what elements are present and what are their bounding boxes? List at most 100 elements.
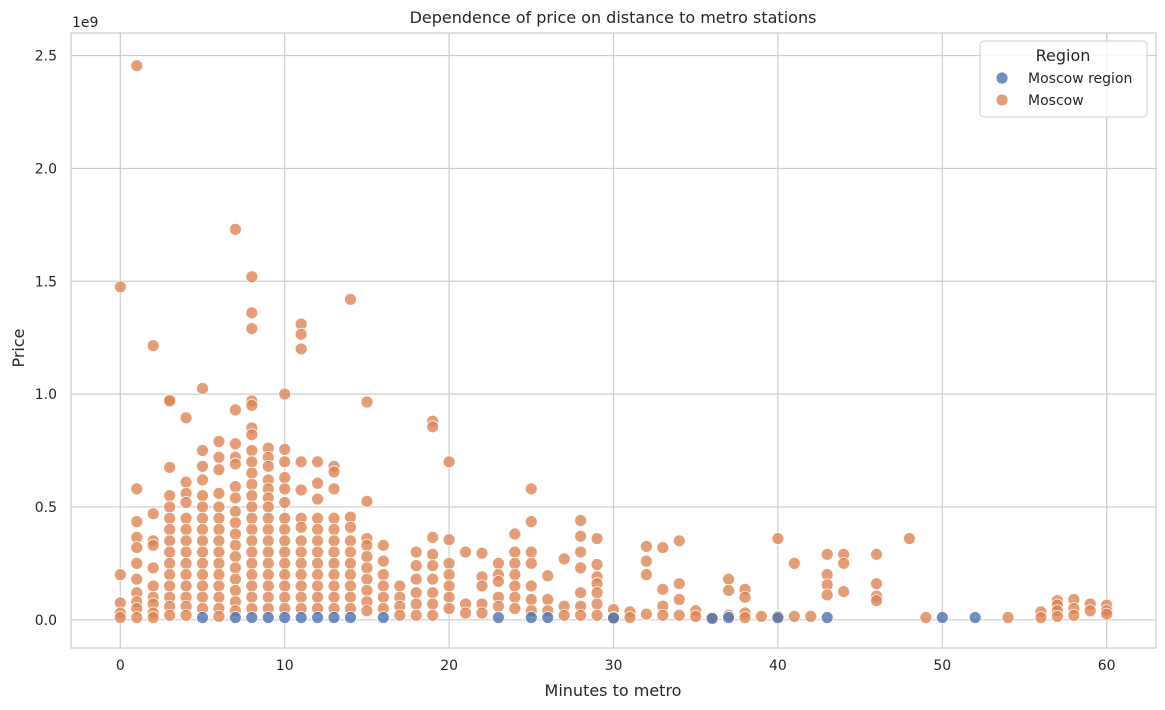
point-moscow — [163, 500, 177, 514]
point-moscow — [163, 461, 177, 474]
point-moscow — [442, 556, 456, 570]
point-moscow — [722, 572, 735, 586]
point-moscow — [672, 608, 686, 622]
point-moscow-region — [968, 611, 982, 624]
point-moscow — [327, 568, 341, 582]
point-moscow — [870, 547, 883, 561]
point-moscow — [196, 500, 209, 514]
point-moscow — [409, 545, 423, 559]
point-moscow — [130, 59, 144, 73]
point-moscow — [426, 586, 440, 600]
point-moscow — [820, 588, 834, 602]
point-moscow — [508, 556, 522, 570]
point-moscow — [245, 500, 259, 514]
point-moscow — [327, 523, 341, 536]
point-moscow — [278, 534, 292, 548]
x-tick-label: 60 — [1098, 658, 1116, 674]
point-moscow — [787, 556, 801, 570]
point-moscow — [228, 491, 242, 505]
point-moscow — [212, 610, 226, 623]
point-moscow — [146, 561, 160, 575]
point-moscow — [228, 550, 242, 563]
point-moscow — [278, 482, 292, 496]
point-moscow — [311, 511, 324, 525]
point-moscow — [639, 607, 653, 621]
point-moscow — [245, 398, 259, 412]
point-moscow — [163, 511, 177, 525]
point-moscow — [245, 545, 259, 559]
point-moscow — [475, 606, 489, 620]
point-moscow — [311, 455, 324, 469]
point-moscow-region — [228, 611, 242, 624]
point-moscow — [524, 556, 538, 570]
point-moscow — [426, 420, 440, 434]
point-moscow — [163, 608, 177, 622]
point-moscow — [245, 556, 259, 570]
point-moscow-region — [935, 611, 949, 624]
point-moscow — [113, 611, 127, 624]
point-moscow — [261, 579, 275, 593]
point-moscow-region — [311, 611, 324, 624]
point-moscow — [261, 590, 275, 604]
point-moscow — [294, 483, 308, 497]
point-moscow-region — [771, 611, 785, 625]
point-moscow — [146, 339, 160, 352]
point-moscow — [278, 455, 292, 469]
point-moscow — [278, 511, 292, 525]
point-moscow — [212, 450, 226, 464]
point-moscow — [557, 552, 571, 566]
point-moscow — [837, 556, 851, 570]
point-moscow — [639, 540, 653, 553]
point-moscow — [639, 554, 653, 568]
point-moscow — [228, 516, 242, 530]
point-moscow — [574, 545, 588, 559]
point-moscow — [722, 584, 735, 597]
point-moscow — [278, 523, 292, 536]
point-moscow — [245, 523, 259, 536]
legend-marker-moscow — [995, 93, 1009, 107]
point-moscow — [787, 610, 801, 623]
point-moscow — [294, 520, 308, 534]
point-moscow — [870, 577, 883, 591]
point-moscow — [245, 579, 259, 593]
point-moscow — [163, 556, 177, 570]
point-moscow — [196, 568, 209, 582]
point-moscow — [130, 482, 144, 496]
point-moscow — [344, 556, 357, 570]
point-moscow — [130, 541, 144, 554]
point-moscow — [442, 455, 456, 469]
point-moscow — [327, 482, 341, 496]
y-axis-ticks: 0.0 0.5 1.0 1.5 2.0 2.5 — [35, 49, 57, 629]
point-moscow-region — [294, 611, 308, 624]
y-tick-label: 1.5 — [35, 274, 57, 290]
point-moscow — [442, 533, 456, 547]
point-moscow — [212, 463, 226, 477]
point-moscow — [360, 604, 374, 618]
point-moscow — [344, 520, 357, 534]
point-moscow — [245, 466, 259, 480]
point-moscow — [426, 608, 440, 622]
point-moscow — [278, 579, 292, 593]
point-moscow — [344, 590, 357, 604]
point-moscow — [294, 556, 308, 570]
point-moscow — [360, 584, 374, 597]
point-moscow — [656, 582, 670, 596]
point-moscow — [245, 568, 259, 582]
point-moscow — [574, 561, 588, 575]
point-moscow — [294, 455, 308, 469]
point-moscow — [245, 511, 259, 525]
point-moscow — [870, 594, 883, 608]
point-moscow — [196, 590, 209, 604]
point-moscow — [903, 532, 916, 545]
point-moscow — [245, 455, 259, 469]
point-moscow — [245, 590, 259, 604]
point-moscow — [672, 593, 686, 606]
point-moscow — [245, 477, 259, 491]
point-moscow — [508, 602, 522, 615]
point-moscow — [196, 579, 209, 593]
point-moscow — [344, 534, 357, 548]
point-moscow-region — [261, 611, 275, 624]
y-tick-label: 1.0 — [35, 387, 57, 403]
point-moscow — [261, 556, 275, 570]
